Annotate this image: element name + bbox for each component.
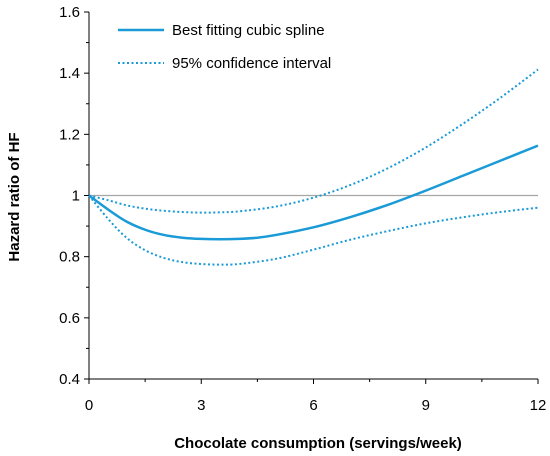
y-tick-label: 0.4 (59, 371, 80, 388)
y-tick-label: 1.6 (59, 4, 80, 21)
x-tick-label: 3 (197, 397, 205, 414)
x-axis-title: Chocolate consumption (servings/week) (174, 435, 462, 452)
series-ci-upper (88, 68, 539, 214)
y-tick-label: 1.2 (59, 126, 80, 143)
legend-label-ci: 95% confidence interval (172, 55, 331, 72)
y-tick-label: 0.8 (59, 249, 80, 266)
x-tick-label: 0 (85, 397, 93, 414)
x-tick-label: 6 (309, 397, 317, 414)
y-tick-label: 1.4 (59, 65, 80, 82)
series-ci-lower (88, 194, 539, 266)
y-tick-label: 0.6 (59, 310, 80, 327)
legend: Best fitting cubic spline 95% confidence… (118, 22, 331, 72)
x-tick-label: 12 (530, 397, 547, 414)
legend-label-spline: Best fitting cubic spline (172, 22, 325, 39)
y-axis-title: Hazard ratio of HF (6, 132, 23, 261)
y-tick-label: 1 (72, 188, 80, 205)
series-best-fit-spline (88, 144, 539, 241)
x-tick-label: 9 (422, 397, 430, 414)
